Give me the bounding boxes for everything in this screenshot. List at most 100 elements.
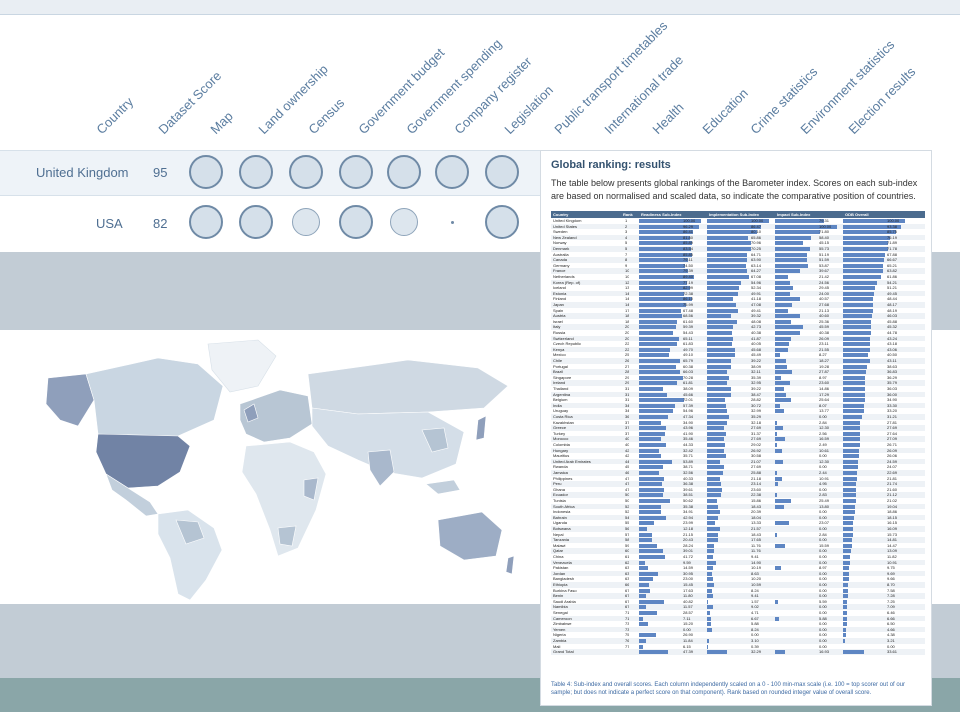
- score-circle: [289, 155, 323, 189]
- table-cell-value: 100.00: [819, 223, 832, 229]
- ranking-document: Global ranking: results The table below …: [540, 150, 932, 706]
- table-cell-bar: [775, 543, 785, 548]
- table-cell-bar: [707, 476, 721, 481]
- table-row: Israel 18 61.60 48.08 25.36 45.88: [551, 319, 925, 325]
- table-cell-value: 3.10: [751, 638, 759, 643]
- dataset-score: 95: [153, 165, 168, 180]
- table-cell-bar: [707, 415, 729, 419]
- table-cell-bar: [707, 566, 714, 571]
- table-cell-value: 10.91: [819, 475, 830, 481]
- table-cell-value: 18.86: [887, 509, 898, 515]
- score-circle: [435, 155, 469, 189]
- table-cell-value: 48.08: [751, 318, 762, 324]
- table-row: Estonia 14 72.38 49.91 24.00 49.45: [551, 290, 925, 297]
- table-column-header: ODB Overall: [845, 212, 869, 217]
- table-cell-rank: 62: [625, 559, 630, 565]
- table-cell-bar: [639, 297, 693, 302]
- table-cell-value: 21.55: [819, 346, 830, 352]
- table-cell-rank: 67: [625, 598, 630, 604]
- table-cell-bar: [707, 437, 725, 442]
- table-cell-bar: [707, 403, 727, 408]
- table-row: Norway 5 85.89 70.96 45.15 71.89: [551, 240, 925, 246]
- table-cell-value: 36.83: [887, 369, 898, 375]
- table-row: Jamaica 46 32.56 25.88 2.44 22.69: [551, 470, 925, 476]
- table-cell-value: 0.39: [751, 643, 759, 649]
- table-cell-value: 32.29: [751, 649, 762, 655]
- table-cell-country: Venezuela: [553, 559, 572, 565]
- document-intro: The table below presents global rankings…: [551, 178, 918, 201]
- table-cell-value: 4.66: [887, 626, 895, 632]
- table-cell-country: Turkey: [553, 430, 566, 436]
- table-cell-value: 3.21: [887, 638, 895, 643]
- table-cell-value: 25.88: [751, 470, 762, 475]
- table-cell-bar: [775, 308, 789, 313]
- table-cell-value: 11.76: [751, 548, 761, 554]
- table-cell-value: 75.99: [683, 302, 694, 307]
- table-cell-value: 33.20: [887, 408, 898, 414]
- table-cell-value: 20.43: [683, 537, 694, 543]
- table-cell-bar: [843, 566, 850, 571]
- table-cell-bar: [707, 510, 720, 515]
- table-cell-bar: [639, 571, 659, 576]
- table-cell-bar: [843, 487, 857, 492]
- table-cell-value: 61.83: [683, 341, 694, 347]
- table-cell-bar: [843, 639, 845, 643]
- table-cell-bar: [639, 543, 657, 548]
- table-cell-rank: 66: [625, 582, 630, 587]
- column-header: Legislation: [501, 82, 556, 137]
- table-cell-bar: [843, 303, 873, 307]
- column-header: Health: [649, 99, 687, 137]
- table-cell-country: Russia: [553, 330, 566, 335]
- table-cell-bar: [843, 476, 857, 481]
- table-cell-value: 38.71: [683, 464, 694, 470]
- table-row: Mexico 25 49.10 45.49 8.27 40.50: [551, 352, 925, 358]
- table-row: Qatar 60 39.01 11.76 0.00 13.09: [551, 548, 925, 554]
- table-cell-rank: 55: [625, 520, 630, 526]
- dataset-score: 82: [153, 216, 168, 231]
- table-cell-bar: [843, 448, 860, 453]
- ranking-table: United Kingdom 1 100.00 100.00 79.31 100.00 Un…: [551, 218, 925, 680]
- table-caption: Table 4: Sub-index and overall scores. E…: [551, 682, 906, 696]
- table-cell-value: 23.14: [751, 481, 762, 487]
- table-cell-bar: [639, 594, 647, 599]
- table-cell-country: Qatar: [553, 548, 564, 554]
- table-row: Mauritius 42 35.71 30.58 0.00 26.06: [551, 453, 925, 459]
- table-cell-bar: [639, 588, 650, 593]
- table-cell-value: 13.09: [887, 548, 898, 554]
- table-cell-bar: [843, 622, 848, 627]
- table-cell-bar: [707, 493, 721, 498]
- table-cell-value: 13.77: [819, 408, 830, 414]
- table-cell-value: 0.00: [751, 632, 759, 638]
- table-column-header: Impact Sub-Index: [777, 212, 811, 217]
- table-row: Singapore 29 70.28 35.39 8.97 36.29: [551, 375, 925, 381]
- table-cell-bar: [843, 230, 897, 235]
- table-cell-bar: [843, 549, 852, 554]
- table-cell-value: 18.15: [887, 514, 898, 520]
- table-cell-value: 32.11: [751, 369, 761, 375]
- table-cell-value: 48.17: [887, 302, 898, 307]
- table-cell-country: Mali: [553, 643, 561, 649]
- table-cell-country: Brazil: [553, 369, 564, 375]
- table-cell-value: 11.76: [751, 542, 761, 548]
- table-cell-value: 70.96: [751, 240, 762, 246]
- table-cell-bar: [707, 627, 713, 632]
- table-cell-bar: [639, 605, 647, 610]
- table-cell-value: 0.00: [819, 514, 827, 520]
- table-cell-country: Japan: [553, 302, 564, 307]
- table-cell-value: 26.71: [887, 442, 898, 447]
- table-cell-value: 54.96: [751, 279, 762, 285]
- table-cell-country: Mexico: [553, 352, 566, 358]
- table-cell-value: 96.29: [683, 223, 694, 229]
- table-cell-rank: 67: [625, 604, 630, 610]
- table-cell-bar: [639, 342, 678, 347]
- table-cell-bar: [639, 263, 686, 268]
- table-cell-bar: [639, 381, 678, 386]
- table-cell-value: 40.50: [887, 352, 898, 358]
- table-cell-rank: 63: [625, 565, 630, 571]
- table-cell-rank: 27: [625, 363, 630, 369]
- table-cell-rank: 71: [625, 615, 630, 621]
- table-cell-bar: [775, 331, 801, 335]
- table-cell-bar: [639, 247, 691, 251]
- table-cell-country: Botswana: [553, 526, 571, 531]
- table-row: Turkey 37 41.90 31.37 2.56 27.64: [551, 431, 925, 437]
